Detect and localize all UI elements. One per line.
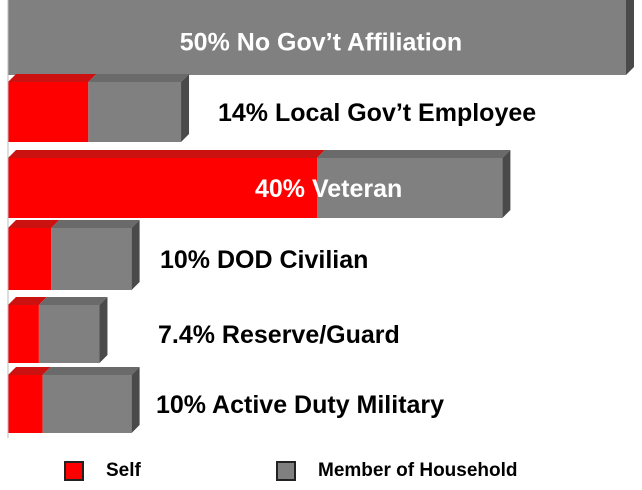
bar-label: 14% Local Gov’t Employee <box>218 99 536 127</box>
bar-label: 7.4% Reserve/Guard <box>158 321 400 349</box>
legend-label-household: Member of Household <box>318 460 518 481</box>
bar-household <box>8 0 626 75</box>
legend-item-self: Self <box>64 458 141 484</box>
bar-top-household <box>38 297 108 305</box>
bar-household <box>317 158 503 218</box>
legend-label-self: Self <box>106 460 141 481</box>
bar-self <box>8 158 317 218</box>
bar-self <box>8 82 89 142</box>
chart-svg: 50% No Gov’t Affiliation 14% Local Gov’t … <box>7 0 634 438</box>
bar-top-household <box>88 74 190 82</box>
bar-label: 50% No Gov’t Affiliation <box>180 29 462 57</box>
bar-top-household <box>51 220 140 228</box>
bar-label: 10% Active Duty Military <box>156 391 444 419</box>
bar-top-self <box>8 150 325 158</box>
bar-household <box>38 305 100 363</box>
bar-household <box>88 82 182 142</box>
bar-self <box>8 228 52 290</box>
bar-self <box>8 305 39 363</box>
bar-top-household <box>317 150 511 158</box>
bar-side-household <box>502 150 511 218</box>
bar-top-self <box>8 367 51 375</box>
bar-label: 10% DOD Civilian <box>160 246 368 274</box>
bar-side-household <box>131 367 140 433</box>
bar-household <box>51 228 132 290</box>
bar-side-household <box>626 0 634 75</box>
bar-side-household <box>181 74 190 142</box>
legend-swatch-self <box>64 461 84 481</box>
bar-top-household <box>42 367 140 375</box>
bar-top-self <box>8 74 97 82</box>
bar-top-self <box>8 297 47 305</box>
bar-household <box>42 375 132 433</box>
bar-label: 40% Veteran <box>255 175 402 203</box>
bar-top-self <box>8 220 60 228</box>
legend: Self Member of Household <box>0 458 642 488</box>
legend-item-household: Member of Household <box>276 458 518 484</box>
bar-side-household <box>99 297 108 363</box>
bar-side-household <box>131 220 140 290</box>
legend-swatch-household <box>276 461 296 481</box>
bar-self <box>8 375 43 433</box>
